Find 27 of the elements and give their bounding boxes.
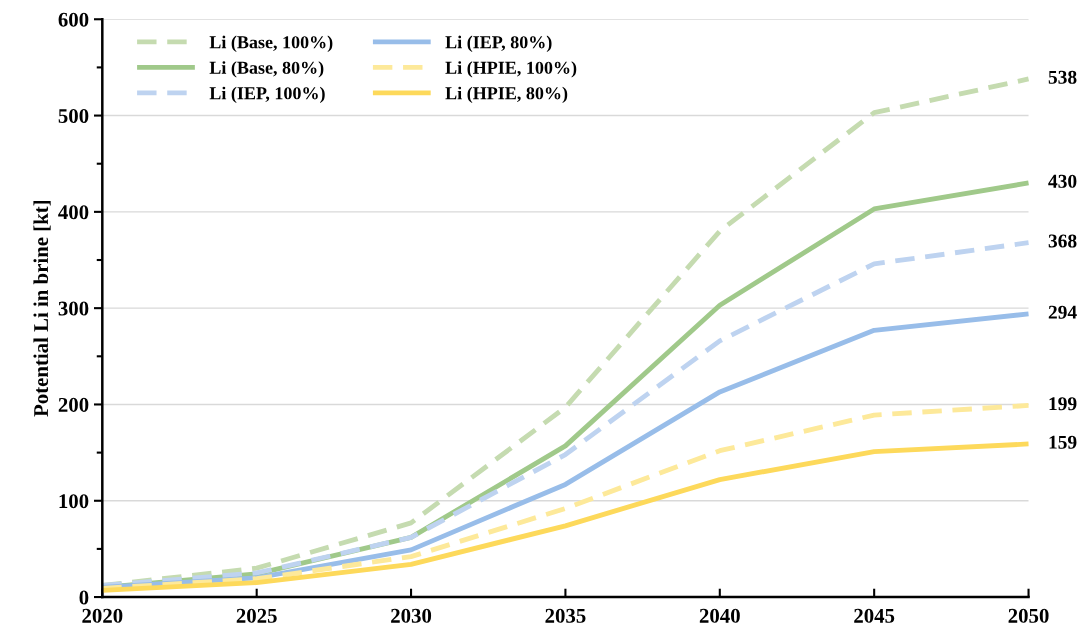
x-tick-label: 2040 xyxy=(699,608,740,623)
legend-label: Li (Base, 80%) xyxy=(209,61,324,78)
y-tick-label: 0 xyxy=(79,590,89,605)
y-tick-label: 300 xyxy=(58,301,89,316)
legend-label: Li (HPIE, 100%) xyxy=(445,61,577,78)
data-label: 538 xyxy=(1048,70,1077,84)
legend-label: Li (HPIE, 80%) xyxy=(445,86,568,104)
legend-label: Li (IEP, 100%) xyxy=(209,86,325,104)
y-tick-label: 500 xyxy=(58,108,89,123)
x-tick-label: 2050 xyxy=(1008,608,1049,623)
x-tick-label: 2020 xyxy=(82,608,123,623)
legend-label: Li (Base, 100%) xyxy=(209,35,333,52)
y-tick-label: 100 xyxy=(59,494,89,509)
y-tick-label: 400 xyxy=(58,205,89,220)
y-tick-label: 600 xyxy=(58,12,89,27)
x-tick-label: 2030 xyxy=(391,608,432,623)
data-label: 159 xyxy=(1049,435,1077,449)
x-tick-label: 2045 xyxy=(854,608,895,623)
data-label: 199 xyxy=(1049,397,1077,411)
x-tick-label: 2035 xyxy=(545,608,586,623)
x-tick-label: 2025 xyxy=(236,608,277,623)
data-label: 294 xyxy=(1048,305,1077,319)
data-label: 430 xyxy=(1048,174,1077,188)
legend-label: Li (IEP, 80%) xyxy=(445,35,552,52)
y-tick-label: 200 xyxy=(58,397,89,412)
data-label: 368 xyxy=(1048,234,1077,248)
y-axis-title: Potential Li in brine [kt] xyxy=(33,200,51,417)
